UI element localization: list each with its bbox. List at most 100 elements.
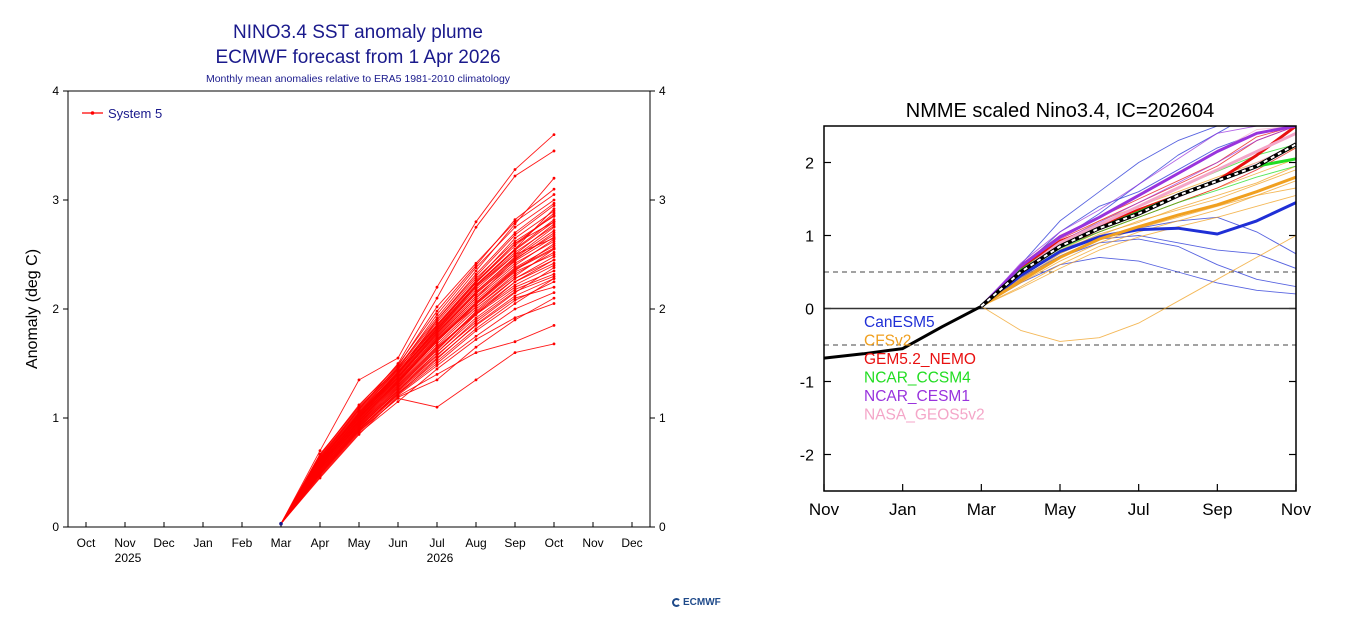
- ecmwf-member-point: [513, 270, 517, 274]
- ecmwf-member-point: [435, 323, 439, 327]
- ecmwf-member-point: [513, 296, 517, 300]
- ecmwf-member-point: [474, 277, 478, 280]
- nmme-ytick-label: -1: [800, 375, 814, 392]
- ecmwf-member-point: [513, 261, 517, 265]
- ecmwf-member-line: [280, 199, 555, 524]
- ecmwf-member-line: [280, 297, 555, 524]
- ecmwf-member-point: [513, 231, 517, 235]
- ecmwf-member-point: [513, 248, 517, 252]
- ecmwf-member-point: [513, 294, 517, 298]
- ecmwf-legend-label: System 5: [108, 106, 162, 121]
- ecmwf-member-point: [552, 220, 556, 224]
- ecmwf-member-point: [513, 240, 517, 243]
- nmme-legend-entry: CanESM5: [864, 314, 935, 331]
- ecmwf-member-point: [435, 313, 439, 316]
- nmme-xtick-label: Jan: [889, 500, 916, 519]
- ecmwf-member-point: [552, 255, 556, 259]
- ecmwf-member-point: [552, 207, 556, 211]
- ecmwf-member-point: [552, 218, 556, 222]
- ecmwf-member-point: [552, 264, 556, 267]
- nmme-legend-entry: NASA_GEOS5v2: [864, 407, 985, 424]
- ecmwf-member-point: [513, 236, 517, 240]
- ecmwf-member-point: [552, 272, 556, 276]
- nmme-member-line: [980, 126, 1296, 307]
- ecmwf-ytick-label-right: 0: [659, 520, 666, 534]
- ecmwf-member-point: [396, 389, 400, 393]
- ecmwf-member-point: [552, 242, 556, 246]
- ecmwf-member-point: [513, 307, 517, 311]
- ecmwf-member-point: [318, 467, 322, 471]
- ecmwf-member-point: [513, 222, 517, 226]
- ecmwf-member-point: [513, 302, 517, 305]
- ecmwf-member-point: [474, 338, 478, 341]
- ecmwf-member-point: [513, 285, 517, 289]
- ecmwf-series-system-5: [279, 133, 556, 526]
- ecmwf-member-point: [474, 318, 478, 322]
- ecmwf-member-point: [552, 213, 556, 217]
- nmme-xtick-label: Nov: [809, 500, 840, 519]
- ecmwf-member-point: [435, 378, 439, 382]
- ecmwf-member-point: [552, 231, 556, 235]
- ecmwf-member-point: [513, 242, 517, 246]
- ecmwf-member-point: [357, 426, 361, 430]
- ecmwf-member-point: [318, 449, 322, 453]
- ecmwf-member-point: [474, 351, 478, 354]
- ecmwf-member-point: [435, 344, 439, 348]
- nmme-y-axis: -2 -1 0 1 2: [800, 156, 1296, 465]
- ecmwf-member-point: [513, 259, 517, 263]
- ecmwf-member-point: [513, 225, 517, 229]
- ecmwf-member-point: [474, 287, 478, 291]
- ecmwf-member-line: [280, 236, 555, 524]
- ecmwf-member-point: [396, 383, 400, 387]
- nmme-legend-entry: NCAR_CCSM4: [864, 370, 971, 387]
- ecmwf-member-point: [513, 168, 517, 171]
- ecmwf-member-point: [318, 459, 322, 462]
- ecmwf-chart-subtitle: ECMWF forecast from 1 Apr 2026: [215, 47, 500, 68]
- ecmwf-member-point: [552, 193, 556, 196]
- ecmwf-xtick-label: Dec: [621, 536, 642, 550]
- ecmwf-member-point: [552, 233, 556, 237]
- ecmwf-member-point: [513, 250, 517, 254]
- nmme-series: [824, 126, 1296, 360]
- ecmwf-member-point: [474, 322, 478, 326]
- ecmwf-member-line: [280, 177, 555, 524]
- ecmwf-start-point: [279, 521, 283, 526]
- nmme-model-mean-line: [980, 126, 1296, 308]
- ecmwf-member-point: [552, 244, 556, 248]
- nmme-member-line: [981, 194, 1296, 307]
- ecmwf-ytick-label-right: 3: [659, 193, 666, 207]
- ecmwf-xtick-label: Feb: [232, 536, 253, 550]
- ecmwf-member-point: [513, 287, 517, 291]
- ecmwf-member-point: [357, 424, 361, 428]
- ecmwf-legend-marker: [90, 111, 95, 115]
- ecmwf-member-line: [280, 292, 555, 524]
- ecmwf-member-point: [513, 264, 517, 267]
- ecmwf-chart-title: NINO3.4 SST anomaly plume: [233, 22, 483, 43]
- ecmwf-member-line: [280, 188, 555, 524]
- ecmwf-member-line: [280, 275, 555, 524]
- ecmwf-member-point: [435, 347, 439, 351]
- ecmwf-member-line: [280, 225, 555, 524]
- ecmwf-member-line: [280, 303, 555, 524]
- ecmwf-member-point: [513, 274, 517, 278]
- ecmwf-member-point: [513, 233, 517, 237]
- ecmwf-member-point: [552, 269, 556, 273]
- ecmwf-member-point: [435, 285, 439, 289]
- ecmwf-member-point: [552, 342, 556, 346]
- ecmwf-member-point: [396, 381, 400, 385]
- ecmwf-member-point: [435, 364, 439, 368]
- ecmwf-member-point: [435, 342, 439, 346]
- ecmwf-year-label: 2026: [427, 551, 454, 565]
- ecmwf-member-point: [474, 264, 478, 267]
- ecmwf-member-point: [552, 204, 556, 207]
- ecmwf-member-point: [318, 453, 322, 457]
- ecmwf-member-line: [280, 247, 555, 524]
- ecmwf-member-point: [396, 386, 400, 389]
- ecmwf-member-point: [474, 378, 478, 382]
- ecmwf-member-point: [552, 198, 556, 202]
- ecmwf-member-point: [552, 280, 556, 284]
- ecmwf-y-axis-label: Anomaly (deg C): [24, 249, 41, 369]
- ecmwf-member-point: [474, 269, 478, 273]
